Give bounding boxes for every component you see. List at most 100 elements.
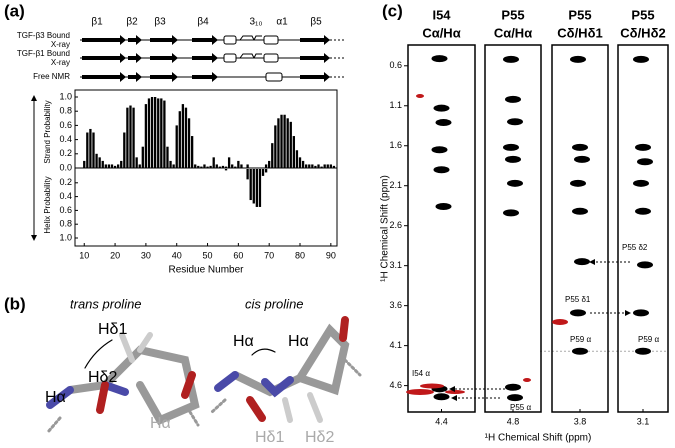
y-tick-label: 3.6 xyxy=(389,300,402,310)
strand-bar xyxy=(227,157,231,168)
strand-bar xyxy=(129,105,132,168)
strip-subtitle: Cα/Hα xyxy=(422,25,460,40)
y2-tick-label: 0.6 xyxy=(59,205,72,215)
strand-bar xyxy=(144,104,148,168)
ss-label: β5 xyxy=(310,17,322,28)
y-tick-label: 0.2 xyxy=(59,148,72,158)
atom-label: Hα xyxy=(150,415,171,432)
strand-bar xyxy=(169,160,172,168)
ss-strand xyxy=(82,35,126,45)
strand-bar xyxy=(314,165,317,168)
ss-label: β1 xyxy=(91,17,103,28)
strip-subtitle: Cδ/Hδ1 xyxy=(557,25,602,40)
panel-label: (c) xyxy=(382,1,403,20)
strand-bar xyxy=(190,136,194,168)
strand-bar xyxy=(132,107,135,168)
x-tick-label: 90 xyxy=(326,250,336,260)
y-tick-label: 2.6 xyxy=(389,220,402,230)
molecule-trans xyxy=(46,332,200,434)
helix-bar xyxy=(246,169,249,180)
helix-bar xyxy=(224,169,228,171)
y2-tick-label: 1.0 xyxy=(59,232,72,242)
atom-label: Hα xyxy=(233,333,254,350)
strand-bar xyxy=(329,164,332,168)
negative-contour xyxy=(445,390,465,394)
peak xyxy=(503,209,519,217)
y-tick-label: 2.1 xyxy=(389,180,402,190)
negative-contour xyxy=(552,319,568,325)
ss-strand xyxy=(192,35,218,45)
ss-helix xyxy=(265,72,283,82)
ss-label: α1 xyxy=(276,17,288,28)
x-tick-label: 3.8 xyxy=(574,416,587,426)
strand-bar xyxy=(317,164,320,168)
peak xyxy=(635,347,651,355)
strand-bar xyxy=(104,164,107,168)
strand-bar xyxy=(203,164,206,168)
x-tick-label: 60 xyxy=(233,250,243,260)
peak xyxy=(507,118,523,126)
ss-strand xyxy=(150,53,178,63)
x-axis-label: ¹H Chemical Shift (ppm) xyxy=(485,433,592,444)
strand-bar xyxy=(181,104,185,168)
y2-tick-label: 0.8 xyxy=(59,219,72,229)
strand-bar xyxy=(184,107,188,168)
y-tick-label: 3.1 xyxy=(389,260,402,270)
y-tick-label: 1.1 xyxy=(389,100,402,110)
strip-title: P55 xyxy=(631,7,654,22)
x-tick-label: 20 xyxy=(110,250,120,260)
annotation: I54 α xyxy=(412,369,430,378)
strand-bar xyxy=(175,125,178,168)
strand-bar xyxy=(116,164,120,168)
strand-bar xyxy=(150,97,154,168)
y-tick-label: 0.6 xyxy=(59,120,72,130)
ss-helix xyxy=(223,35,237,45)
strand-bar xyxy=(301,160,305,168)
peak xyxy=(505,383,521,391)
atom-label: Hα xyxy=(288,333,309,350)
strand-bar xyxy=(221,165,225,168)
ss-helix xyxy=(263,35,279,45)
ss-label: β4 xyxy=(197,17,209,28)
peak xyxy=(633,309,649,317)
y-tick-label: 0.4 xyxy=(59,134,72,144)
ss-helix xyxy=(263,53,279,63)
x-tick-label: 4.8 xyxy=(507,416,520,426)
ss-strand xyxy=(128,35,142,45)
peak xyxy=(433,393,450,401)
strand-bar xyxy=(212,157,215,168)
strand-bar xyxy=(305,164,308,168)
y-tick-label: 4.6 xyxy=(389,380,402,390)
strand-bar xyxy=(289,121,292,168)
peak xyxy=(507,179,523,187)
y-tick-label: 0.0 xyxy=(59,162,72,172)
annotation: P55 δ1 xyxy=(565,295,591,304)
strand-bar xyxy=(280,114,283,168)
strand-bar xyxy=(138,164,141,168)
molecule-cis xyxy=(210,316,362,423)
y-axis-label: Strand Probability xyxy=(43,100,52,163)
negative-contour xyxy=(523,378,531,382)
strand-bar xyxy=(172,164,175,168)
x-tick-label: 4.4 xyxy=(435,416,448,426)
peak xyxy=(574,155,590,163)
structure-title: cis proline xyxy=(245,296,304,311)
y-axis-label: ¹H Chemical Shift (ppm) xyxy=(380,175,391,282)
peak xyxy=(633,179,649,187)
strand-bar xyxy=(277,118,280,168)
strand-bar xyxy=(187,118,191,168)
ss-strand xyxy=(82,53,126,63)
peak xyxy=(635,207,651,215)
peak xyxy=(431,55,448,63)
strip-subtitle: Cδ/Hδ2 xyxy=(620,25,665,40)
strand-bar xyxy=(163,100,166,168)
helix-bar xyxy=(261,169,265,176)
negative-contour xyxy=(420,383,444,389)
strand-bar xyxy=(113,165,117,168)
ss-strand xyxy=(300,53,330,63)
strand-bar xyxy=(153,97,157,168)
peak xyxy=(435,119,452,127)
strand-bar xyxy=(83,160,86,168)
y-tick-label: 0.6 xyxy=(389,60,402,70)
strand-bar xyxy=(271,143,274,168)
